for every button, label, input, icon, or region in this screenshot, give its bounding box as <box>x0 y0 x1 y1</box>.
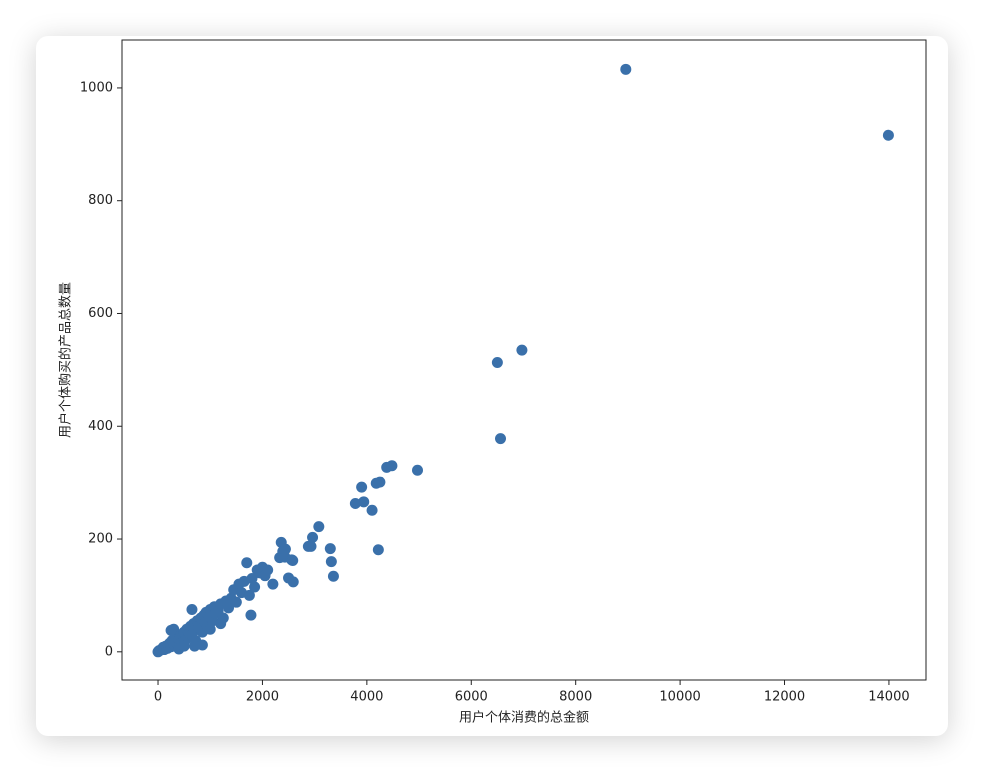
x-tick-label: 0 <box>154 690 162 705</box>
x-tick-label: 6000 <box>455 690 488 705</box>
scatter-point <box>246 573 258 585</box>
scatter-point <box>165 624 177 636</box>
scatter-point <box>620 63 632 75</box>
scatter-point <box>186 604 198 616</box>
scatter-point <box>241 557 253 569</box>
x-axis-label: 用户个体消费的总金额 <box>459 710 589 726</box>
y-tick-label: 200 <box>88 532 113 547</box>
x-tick-label: 8000 <box>559 690 592 705</box>
scatter-point <box>230 596 242 608</box>
scatter-point <box>243 589 255 601</box>
scatter-point <box>372 544 384 556</box>
scatter-point <box>249 581 261 593</box>
scatter-point <box>223 602 235 614</box>
y-tick-label: 0 <box>105 644 113 659</box>
x-tick-label: 12000 <box>764 690 805 705</box>
scatter-point <box>491 357 503 369</box>
scatter-point <box>356 481 368 493</box>
scatter-point <box>313 521 325 533</box>
scatter-point <box>196 639 208 651</box>
scatter-point <box>411 464 423 476</box>
y-tick-label: 400 <box>88 419 113 434</box>
y-tick-label: 800 <box>88 193 113 208</box>
x-tick-label: 10000 <box>659 690 700 705</box>
scatter-point <box>215 618 227 630</box>
scatter-point <box>495 433 507 445</box>
y-tick-label: 600 <box>88 306 113 321</box>
x-tick-label: 4000 <box>350 690 383 705</box>
scatter-point <box>267 578 279 590</box>
scatter-point <box>516 344 528 356</box>
x-tick-label: 2000 <box>246 690 279 705</box>
scatter-point <box>366 504 378 516</box>
y-axis-label: 用户个体购买的产品总数量 <box>58 282 74 438</box>
scatter-point <box>325 556 337 568</box>
scatter-point <box>386 460 398 472</box>
scatter-point <box>245 609 257 621</box>
scatter-point <box>307 531 319 543</box>
scatter-point <box>287 576 299 588</box>
scatter-point <box>305 540 317 552</box>
scatter-point <box>262 564 274 576</box>
scatter-point <box>327 570 339 582</box>
scatter-point <box>279 543 291 555</box>
scatter-point <box>204 623 216 635</box>
scatter-point <box>358 496 370 508</box>
scatter-point <box>178 640 190 652</box>
scatter-point <box>349 498 361 510</box>
card <box>36 36 948 736</box>
x-tick-label: 14000 <box>868 690 909 705</box>
scatter-point <box>374 476 386 488</box>
y-tick-label: 1000 <box>80 80 113 95</box>
scatter-point <box>324 543 336 555</box>
scatter-point <box>287 554 299 566</box>
scatter-point <box>882 129 894 141</box>
plot-frame <box>121 39 927 681</box>
